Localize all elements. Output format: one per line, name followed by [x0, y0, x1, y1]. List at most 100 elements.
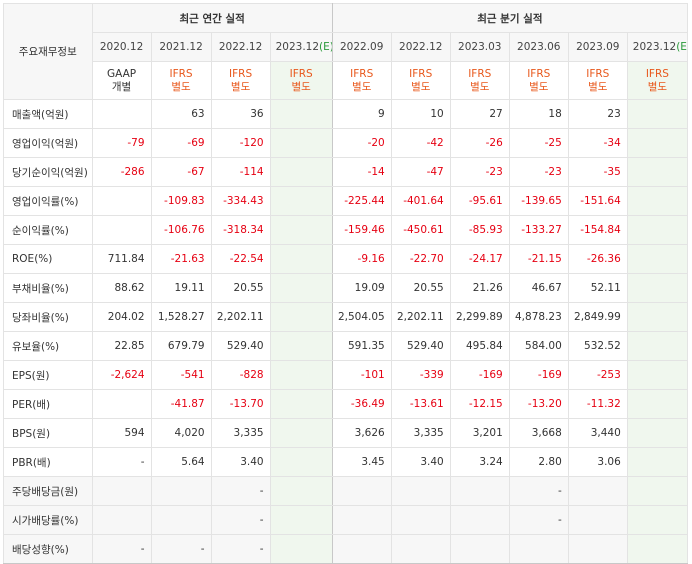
period-header-8: 2023.09	[567, 32, 628, 62]
table-cell: 18	[508, 99, 569, 129]
row-label: 영업이익률(%)	[3, 186, 93, 216]
table-cell	[269, 244, 333, 274]
table-cell	[626, 186, 689, 216]
period-header-3: 2023.12(E)	[269, 32, 333, 62]
table-cell: 3,335	[390, 418, 451, 448]
table-cell: -42	[390, 128, 451, 158]
row-label: 순이익률(%)	[3, 215, 93, 245]
row-label: PER(배)	[3, 389, 93, 419]
table-cell: 4,878.23	[508, 302, 569, 332]
table-cell	[508, 534, 569, 564]
table-cell: 584.00	[508, 331, 569, 361]
period-header-9: 2023.12(E)	[626, 32, 689, 62]
table-cell: 3.24	[449, 447, 510, 477]
table-cell: -47	[390, 157, 451, 187]
accounting-standard-name: IFRS	[645, 67, 669, 80]
table-cell	[269, 418, 333, 448]
table-cell	[626, 99, 689, 129]
table-row: BPS(원) 594 4,020 3,335 3,626 3,335 3,201 3,668 3…	[3, 418, 689, 448]
table-cell: -2,624	[91, 360, 152, 390]
table-cell: -106.76	[150, 215, 212, 245]
table-cell: -	[508, 505, 569, 535]
table-row: 매출액(억원) 63 36 9 10 27 18 23	[3, 99, 689, 129]
table-cell	[269, 534, 333, 564]
row-label: 유보율(%)	[3, 331, 93, 361]
table-cell: 2.80	[508, 447, 569, 477]
table-cell: 20.55	[210, 273, 271, 303]
table-cell	[626, 128, 689, 158]
table-cell: 22.85	[91, 331, 152, 361]
table-cell	[626, 534, 689, 564]
table-cell	[269, 215, 333, 245]
table-cell	[91, 505, 152, 535]
row-label: 시가배당률(%)	[3, 505, 93, 535]
table-cell: 20.55	[390, 273, 451, 303]
table-cell: 529.40	[390, 331, 451, 361]
accounting-standard-name: IFRS	[468, 67, 492, 80]
row-label: 당좌비율(%)	[3, 302, 93, 332]
table-cell	[626, 157, 689, 187]
table-cell: -36.49	[331, 389, 392, 419]
table-cell: -13.70	[210, 389, 271, 419]
table-row: 당기순이익(억원) -286 -67 -114 -14 -47 -23 -23 -35	[3, 157, 689, 187]
accounting-standard-name: IFRS	[409, 67, 433, 80]
table-cell	[269, 476, 333, 506]
table-cell: -	[150, 534, 212, 564]
accounting-basis: 별도	[470, 80, 490, 93]
table-cell	[567, 534, 628, 564]
accounting-basis: 별도	[230, 80, 251, 93]
table-cell: -79	[91, 128, 152, 158]
table-cell	[91, 389, 152, 419]
row-label: 매출액(억원)	[3, 99, 93, 129]
estimate-mark: (E)	[676, 41, 687, 53]
table-cell	[269, 273, 333, 303]
table-cell	[150, 476, 212, 506]
corner-label: 주요재무정보	[3, 3, 93, 100]
table-cell: 2,504.05	[331, 302, 392, 332]
row-label: ROE(%)	[3, 244, 93, 274]
period-header-0: 2020.12	[91, 32, 152, 62]
accounting-basis: 별도	[352, 80, 372, 93]
table-cell	[269, 447, 333, 477]
table-cell: 19.09	[331, 273, 392, 303]
period-header-5: 2022.12	[390, 32, 451, 62]
table-cell: 27	[449, 99, 510, 129]
period-header-2: 2022.12	[210, 32, 271, 62]
table-cell: -225.44	[331, 186, 392, 216]
period-date: 2020.12	[99, 41, 144, 53]
table-cell: 3,335	[210, 418, 271, 448]
table-cell: 2,202.11	[390, 302, 451, 332]
row-label: PBR(배)	[3, 447, 93, 477]
table-cell	[567, 505, 628, 535]
period-date: 2023.12	[275, 41, 320, 53]
row-label: 부채비율(%)	[3, 273, 93, 303]
table-cell: 3,201	[449, 418, 510, 448]
table-cell	[269, 331, 333, 361]
table-cell: -339	[390, 360, 451, 390]
table-cell: -13.61	[390, 389, 451, 419]
period-date: 2021.12	[159, 41, 203, 53]
accounting-basis: 별도	[411, 80, 431, 93]
table-cell	[91, 186, 152, 216]
table-cell: 495.84	[449, 331, 510, 361]
table-cell: -	[210, 534, 271, 564]
table-cell: -541	[150, 360, 212, 390]
table-cell	[91, 99, 152, 129]
table-cell: 52.11	[567, 273, 628, 303]
accounting-standard-8: IFRS 별도	[567, 61, 628, 100]
table-cell: -23	[449, 157, 510, 187]
row-label: BPS(원)	[3, 418, 93, 448]
table-cell	[269, 302, 333, 332]
table-row: 당좌비율(%) 204.02 1,528.27 2,202.11 2,504.05 2,2…	[3, 302, 689, 332]
table-cell	[390, 476, 451, 506]
table-cell: -34	[567, 128, 628, 158]
table-cell: 19.11	[150, 273, 212, 303]
table-cell	[626, 244, 689, 274]
table-cell	[331, 476, 392, 506]
period-date: 2022.12	[218, 41, 263, 53]
period-header-1: 2021.12	[150, 32, 212, 62]
accounting-standard-row: GAAP 개별 IFRS 별도 IFRS 별도 IFRS 별도 IFRS 별도 IFRS 별도 IFRS…	[4, 61, 689, 100]
table-cell: 679.79	[150, 331, 212, 361]
table-cell	[150, 505, 212, 535]
table-cell: 591.35	[331, 331, 392, 361]
